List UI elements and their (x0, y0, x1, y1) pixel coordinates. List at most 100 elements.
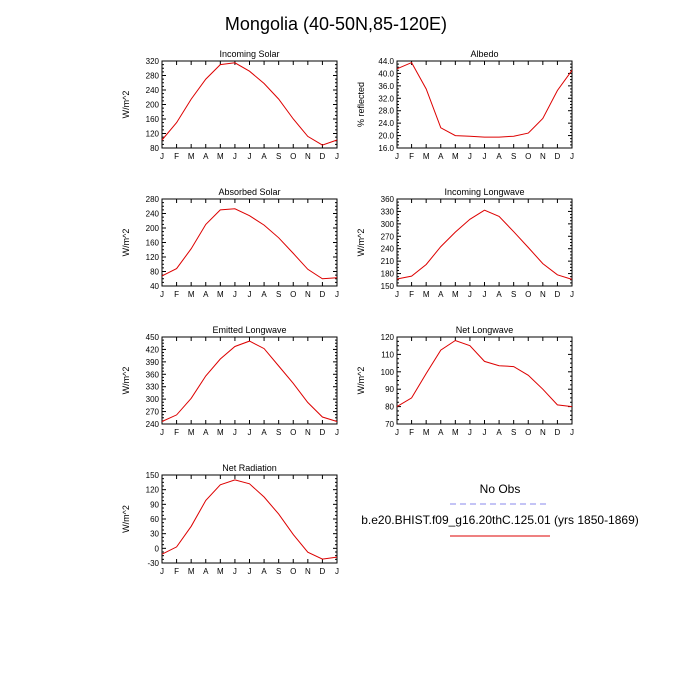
y-tick-label: 20.0 (378, 132, 394, 141)
x-tick-label: J (160, 428, 164, 437)
x-tick-label: S (276, 152, 281, 161)
x-tick-label: F (409, 152, 414, 161)
x-tick-label: M (452, 290, 459, 299)
x-tick-label: J (248, 428, 252, 437)
panel-5: Emitted Longwave W/m^2 240 270 300 330 360 390 4… (121, 325, 339, 437)
y-tick-label: 330 (146, 383, 160, 392)
y-tick-label: 280 (146, 195, 160, 204)
x-tick-label: J (395, 290, 399, 299)
x-tick-label: J (233, 152, 237, 161)
y-tick-label: 32.0 (378, 94, 394, 103)
y-tick-label: 120 (146, 130, 160, 139)
x-tick-label: D (555, 152, 561, 161)
x-tick-label: J (160, 152, 164, 161)
x-tick-label: M (217, 428, 224, 437)
panel-frame (396, 60, 573, 149)
y-tick-label: 360 (146, 370, 160, 379)
x-tick-label: O (290, 567, 296, 576)
y-tick-label: 270 (381, 232, 395, 241)
x-tick-label: A (203, 567, 209, 576)
y-tick-label: 300 (146, 395, 160, 404)
y-tick-label: 280 (146, 72, 160, 81)
y-tick-label: 28.0 (378, 107, 394, 116)
series-line-1 (161, 479, 338, 560)
y-tick-label: 160 (146, 115, 160, 124)
x-tick-label: N (540, 152, 546, 161)
x-tick-label: M (217, 567, 224, 576)
x-tick-label: J (483, 152, 487, 161)
x-tick-label: A (261, 152, 267, 161)
x-tick-label: F (174, 428, 179, 437)
x-tick-label: F (409, 290, 414, 299)
y-tick-label: 360 (381, 195, 395, 204)
x-tick-label: J (570, 152, 574, 161)
x-tick-label: A (496, 152, 502, 161)
x-tick-label: N (305, 290, 311, 299)
y-tick-label: 70 (385, 420, 394, 429)
legend-label-model: b.e20.BHIST.f09_g16.20thC.125.01 (yrs 18… (361, 513, 639, 527)
y-tick-label: 150 (146, 471, 160, 480)
x-tick-label: J (468, 428, 472, 437)
y-tick-label: 200 (146, 101, 160, 110)
y-tick-label: 44.0 (378, 57, 394, 66)
legend: No Obs b.e20.BHIST.f09_g16.20thC.125.01 … (361, 482, 639, 537)
x-tick-label: J (483, 290, 487, 299)
y-tick-label: 420 (146, 345, 160, 354)
x-tick-label: D (555, 290, 561, 299)
x-tick-label: F (174, 567, 179, 576)
x-tick-label: J (483, 428, 487, 437)
x-tick-label: S (276, 567, 281, 576)
x-tick-label: A (438, 428, 444, 437)
y-tick-label: 40.0 (378, 69, 394, 78)
x-tick-label: J (395, 152, 399, 161)
y-tick-label: 240 (381, 245, 395, 254)
y-tick-label: 90 (385, 385, 394, 394)
x-tick-label: J (468, 152, 472, 161)
x-tick-label: M (452, 152, 459, 161)
y-tick-label: 450 (146, 333, 160, 342)
y-axis-label: W/m^2 (121, 229, 131, 257)
x-tick-label: A (203, 290, 209, 299)
x-tick-label: S (511, 290, 516, 299)
x-tick-label: N (305, 152, 311, 161)
x-tick-label: D (320, 290, 326, 299)
y-tick-label: 90 (150, 500, 159, 509)
x-tick-label: J (335, 290, 339, 299)
x-tick-label: O (290, 290, 296, 299)
y-tick-label: 240 (146, 86, 160, 95)
x-tick-label: A (261, 290, 267, 299)
x-tick-label: A (261, 428, 267, 437)
series-line-1 (161, 208, 338, 280)
x-tick-label: D (320, 567, 326, 576)
x-tick-label: S (276, 290, 281, 299)
x-tick-label: J (335, 567, 339, 576)
y-tick-label: 30 (150, 530, 159, 539)
x-tick-label: S (511, 152, 516, 161)
y-tick-label: 160 (146, 239, 160, 248)
x-tick-label: A (496, 428, 502, 437)
figure-title: Mongolia (40-50N,85-120E) (225, 14, 447, 34)
y-tick-label: 100 (381, 368, 395, 377)
y-tick-label: 16.0 (378, 144, 394, 153)
series-line-1 (396, 61, 573, 138)
x-tick-label: J (248, 152, 252, 161)
panel-2: Albedo % reflected 16.0 20.0 24.0 28.0 32.0 36.… (356, 49, 574, 161)
x-tick-label: J (233, 428, 237, 437)
x-tick-label: M (188, 567, 195, 576)
x-tick-label: A (203, 152, 209, 161)
x-tick-label: N (540, 428, 546, 437)
x-tick-label: J (335, 152, 339, 161)
y-axis-label: W/m^2 (121, 505, 131, 533)
x-tick-label: F (174, 290, 179, 299)
panel-frame (161, 336, 338, 425)
y-tick-label: 0 (155, 544, 160, 553)
x-tick-label: J (570, 290, 574, 299)
y-tick-label: 210 (381, 257, 395, 266)
x-tick-label: O (290, 428, 296, 437)
panel-title: Net Radiation (222, 463, 277, 473)
y-axis-label: W/m^2 (356, 229, 366, 257)
y-tick-label: 60 (150, 515, 159, 524)
x-tick-label: M (188, 290, 195, 299)
series-line-1 (161, 340, 338, 422)
panel-frame (396, 336, 573, 425)
